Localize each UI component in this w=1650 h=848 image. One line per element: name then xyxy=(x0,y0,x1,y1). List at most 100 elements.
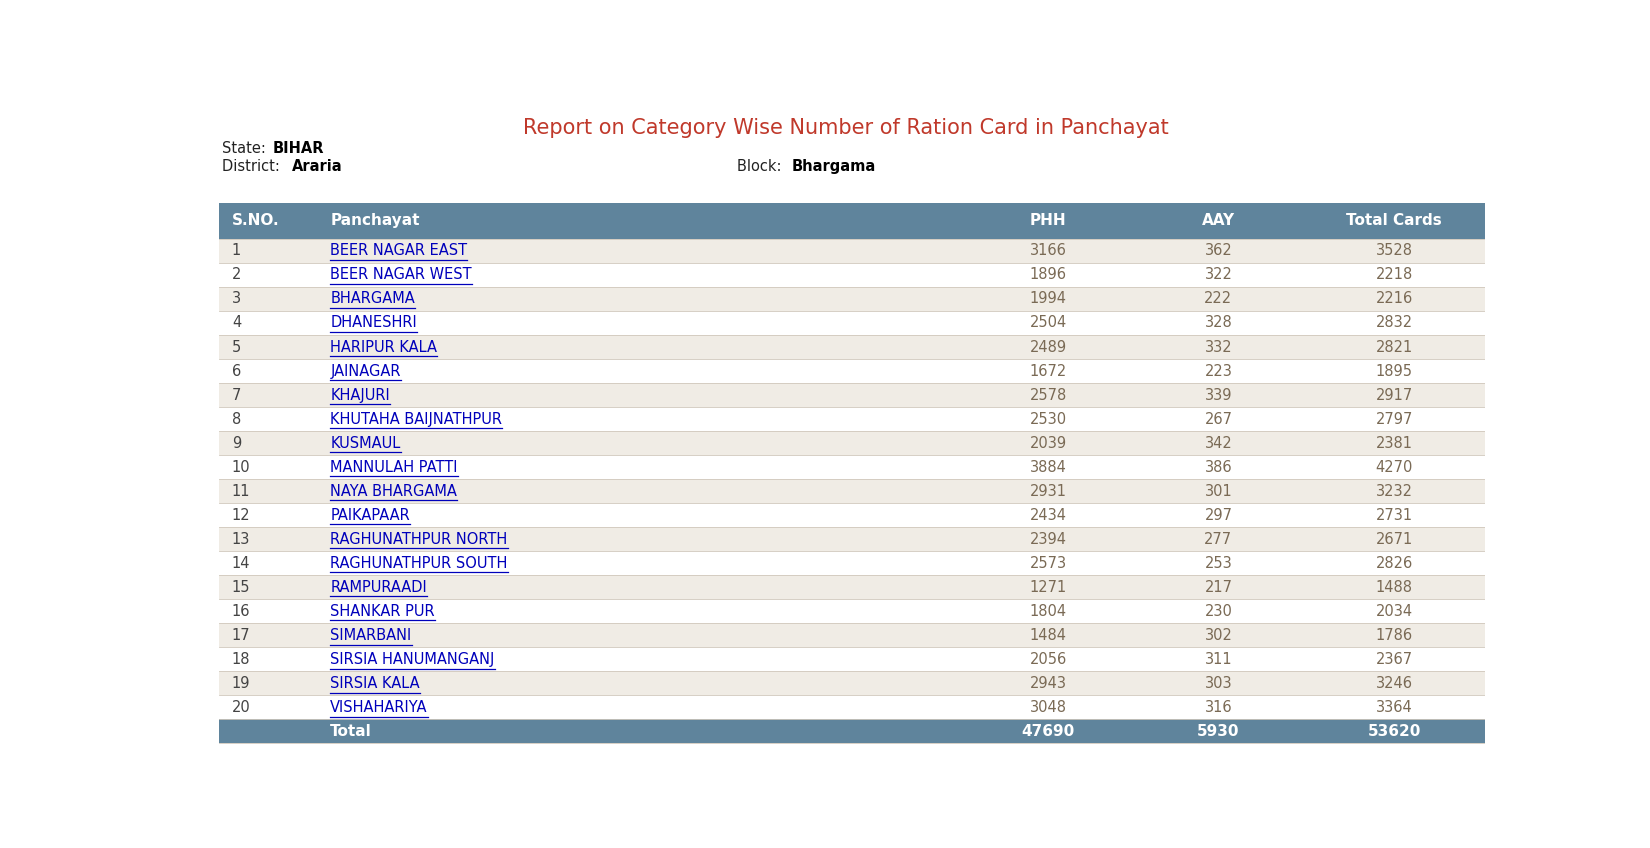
Bar xyxy=(219,527,1485,551)
Text: 2731: 2731 xyxy=(1376,508,1412,522)
Text: Panchayat: Panchayat xyxy=(330,214,419,228)
Text: 14: 14 xyxy=(231,555,251,571)
Text: BEER NAGAR EAST: BEER NAGAR EAST xyxy=(330,243,467,259)
Bar xyxy=(219,335,1485,359)
Text: 1672: 1672 xyxy=(1030,364,1068,378)
Bar xyxy=(219,695,1485,719)
Text: NAYA BHARGAMA: NAYA BHARGAMA xyxy=(330,483,457,499)
Text: S.NO.: S.NO. xyxy=(231,214,279,228)
Bar xyxy=(219,311,1485,335)
Text: 2826: 2826 xyxy=(1376,555,1412,571)
Text: 1994: 1994 xyxy=(1030,292,1068,306)
Bar xyxy=(219,407,1485,431)
Text: 303: 303 xyxy=(1204,676,1233,691)
Text: 322: 322 xyxy=(1204,267,1233,282)
Text: KUSMAUL: KUSMAUL xyxy=(330,436,401,450)
Text: KHUTAHA BAIJNATHPUR: KHUTAHA BAIJNATHPUR xyxy=(330,411,502,427)
Text: 2578: 2578 xyxy=(1030,388,1068,403)
Text: 11: 11 xyxy=(231,483,251,499)
Text: 339: 339 xyxy=(1204,388,1233,403)
Text: 301: 301 xyxy=(1204,483,1233,499)
Text: 1271: 1271 xyxy=(1030,580,1068,594)
Text: HARIPUR KALA: HARIPUR KALA xyxy=(330,339,437,354)
Text: VISHAHARIYA: VISHAHARIYA xyxy=(330,700,427,715)
Text: 19: 19 xyxy=(231,676,251,691)
Text: 253: 253 xyxy=(1204,555,1233,571)
Text: 223: 223 xyxy=(1204,364,1233,378)
Text: BIHAR: BIHAR xyxy=(272,141,325,156)
Text: 2034: 2034 xyxy=(1376,604,1412,619)
Text: 1896: 1896 xyxy=(1030,267,1068,282)
Text: 2821: 2821 xyxy=(1376,339,1412,354)
Text: 3884: 3884 xyxy=(1030,460,1068,475)
Text: 1: 1 xyxy=(231,243,241,259)
Text: 267: 267 xyxy=(1204,411,1233,427)
Bar xyxy=(219,359,1485,383)
Text: 5: 5 xyxy=(231,339,241,354)
Text: Report on Category Wise Number of Ration Card in Panchayat: Report on Category Wise Number of Ration… xyxy=(523,118,1168,138)
Text: PHH: PHH xyxy=(1030,214,1066,228)
Text: 17: 17 xyxy=(231,628,251,643)
Text: 230: 230 xyxy=(1204,604,1233,619)
Text: Block:: Block: xyxy=(738,159,785,174)
Text: 6: 6 xyxy=(231,364,241,378)
Text: 2394: 2394 xyxy=(1030,532,1068,547)
Text: 2216: 2216 xyxy=(1376,292,1412,306)
Text: 1488: 1488 xyxy=(1376,580,1412,594)
Text: 2039: 2039 xyxy=(1030,436,1068,450)
Text: MANNULAH PATTI: MANNULAH PATTI xyxy=(330,460,457,475)
Bar xyxy=(219,203,1485,239)
Bar xyxy=(219,575,1485,600)
Text: KHAJURI: KHAJURI xyxy=(330,388,389,403)
Text: JAINAGAR: JAINAGAR xyxy=(330,364,401,378)
Text: 2573: 2573 xyxy=(1030,555,1068,571)
Bar xyxy=(219,479,1485,503)
Text: 297: 297 xyxy=(1204,508,1233,522)
Text: 2917: 2917 xyxy=(1376,388,1412,403)
Text: 2367: 2367 xyxy=(1376,652,1412,667)
Text: 2797: 2797 xyxy=(1376,411,1412,427)
Text: 4270: 4270 xyxy=(1376,460,1412,475)
Bar xyxy=(219,551,1485,575)
Text: 9: 9 xyxy=(231,436,241,450)
Text: Bhargama: Bhargama xyxy=(792,159,876,174)
Text: 3364: 3364 xyxy=(1376,700,1412,715)
Text: Total: Total xyxy=(330,724,371,739)
Text: 3232: 3232 xyxy=(1376,483,1412,499)
Bar xyxy=(219,672,1485,695)
Text: 2381: 2381 xyxy=(1376,436,1412,450)
Text: 302: 302 xyxy=(1204,628,1233,643)
Text: RAGHUNATHPUR SOUTH: RAGHUNATHPUR SOUTH xyxy=(330,555,508,571)
Text: 3048: 3048 xyxy=(1030,700,1068,715)
Text: 222: 222 xyxy=(1204,292,1233,306)
Text: RAGHUNATHPUR NORTH: RAGHUNATHPUR NORTH xyxy=(330,532,508,547)
Text: 20: 20 xyxy=(231,700,251,715)
Bar xyxy=(219,623,1485,647)
Text: 2943: 2943 xyxy=(1030,676,1068,691)
Text: 316: 316 xyxy=(1204,700,1233,715)
Text: SIRSIA KALA: SIRSIA KALA xyxy=(330,676,419,691)
Text: 2832: 2832 xyxy=(1376,315,1412,331)
Text: 2671: 2671 xyxy=(1376,532,1412,547)
Text: 332: 332 xyxy=(1204,339,1233,354)
Text: BHARGAMA: BHARGAMA xyxy=(330,292,416,306)
Text: State:: State: xyxy=(221,141,271,156)
Bar xyxy=(219,455,1485,479)
Text: 16: 16 xyxy=(231,604,251,619)
Text: 2434: 2434 xyxy=(1030,508,1068,522)
Text: 362: 362 xyxy=(1204,243,1233,259)
Text: 4: 4 xyxy=(231,315,241,331)
Bar xyxy=(219,383,1485,407)
Text: 1484: 1484 xyxy=(1030,628,1068,643)
Bar xyxy=(219,287,1485,311)
Text: 3528: 3528 xyxy=(1376,243,1412,259)
Text: 13: 13 xyxy=(231,532,251,547)
Text: 8: 8 xyxy=(231,411,241,427)
Text: District:: District: xyxy=(221,159,284,174)
Text: Araria: Araria xyxy=(292,159,343,174)
Text: 2530: 2530 xyxy=(1030,411,1068,427)
Text: 3: 3 xyxy=(231,292,241,306)
Text: 15: 15 xyxy=(231,580,251,594)
Text: SHANKAR PUR: SHANKAR PUR xyxy=(330,604,436,619)
Text: 1895: 1895 xyxy=(1376,364,1412,378)
